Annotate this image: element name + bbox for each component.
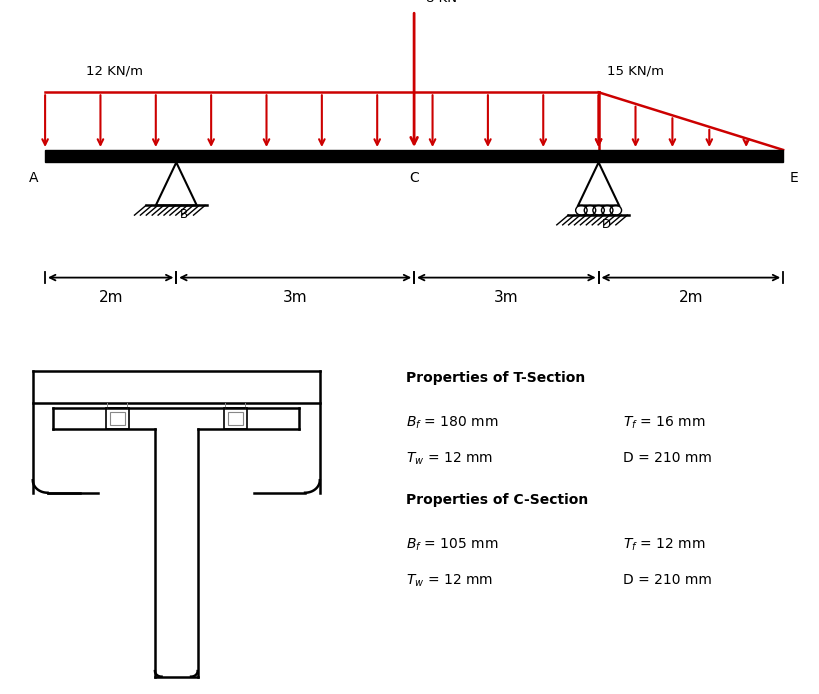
Text: A: A [29, 171, 38, 185]
Text: $T_f$ = 16 mm: $T_f$ = 16 mm [622, 415, 705, 432]
Text: Properties of T-Section: Properties of T-Section [405, 371, 585, 385]
Text: 2m: 2m [98, 290, 123, 305]
Text: 15 KN/m: 15 KN/m [606, 64, 663, 77]
Text: $T_w$ = 12 mm: $T_w$ = 12 mm [405, 451, 492, 468]
Text: Properties of C-Section: Properties of C-Section [405, 493, 587, 507]
Bar [106, 408, 129, 429]
Text: 8 KN: 8 KN [426, 0, 457, 5]
Text: $T_f$ = 12 mm: $T_f$ = 12 mm [622, 536, 705, 553]
Text: 12 KN/m: 12 KN/m [86, 64, 143, 77]
Text: $B_f$ = 180 mm: $B_f$ = 180 mm [405, 415, 498, 432]
Text: E: E [789, 171, 798, 185]
Text: $T_w$ = 12 mm: $T_w$ = 12 mm [405, 573, 492, 589]
Text: D = 210 mm: D = 210 mm [622, 451, 711, 465]
Bar [45, 150, 782, 162]
Text: B: B [179, 208, 188, 221]
Bar [110, 412, 124, 425]
Text: 3m: 3m [283, 290, 307, 305]
Text: $B_f$ = 105 mm: $B_f$ = 105 mm [405, 536, 498, 553]
Text: D = 210 mm: D = 210 mm [622, 573, 711, 586]
Bar [224, 408, 247, 429]
Text: 2m: 2m [678, 290, 702, 305]
Text: 3m: 3m [493, 290, 518, 305]
Bar [228, 412, 242, 425]
Text: D: D [601, 218, 610, 231]
Text: C: C [409, 171, 419, 185]
